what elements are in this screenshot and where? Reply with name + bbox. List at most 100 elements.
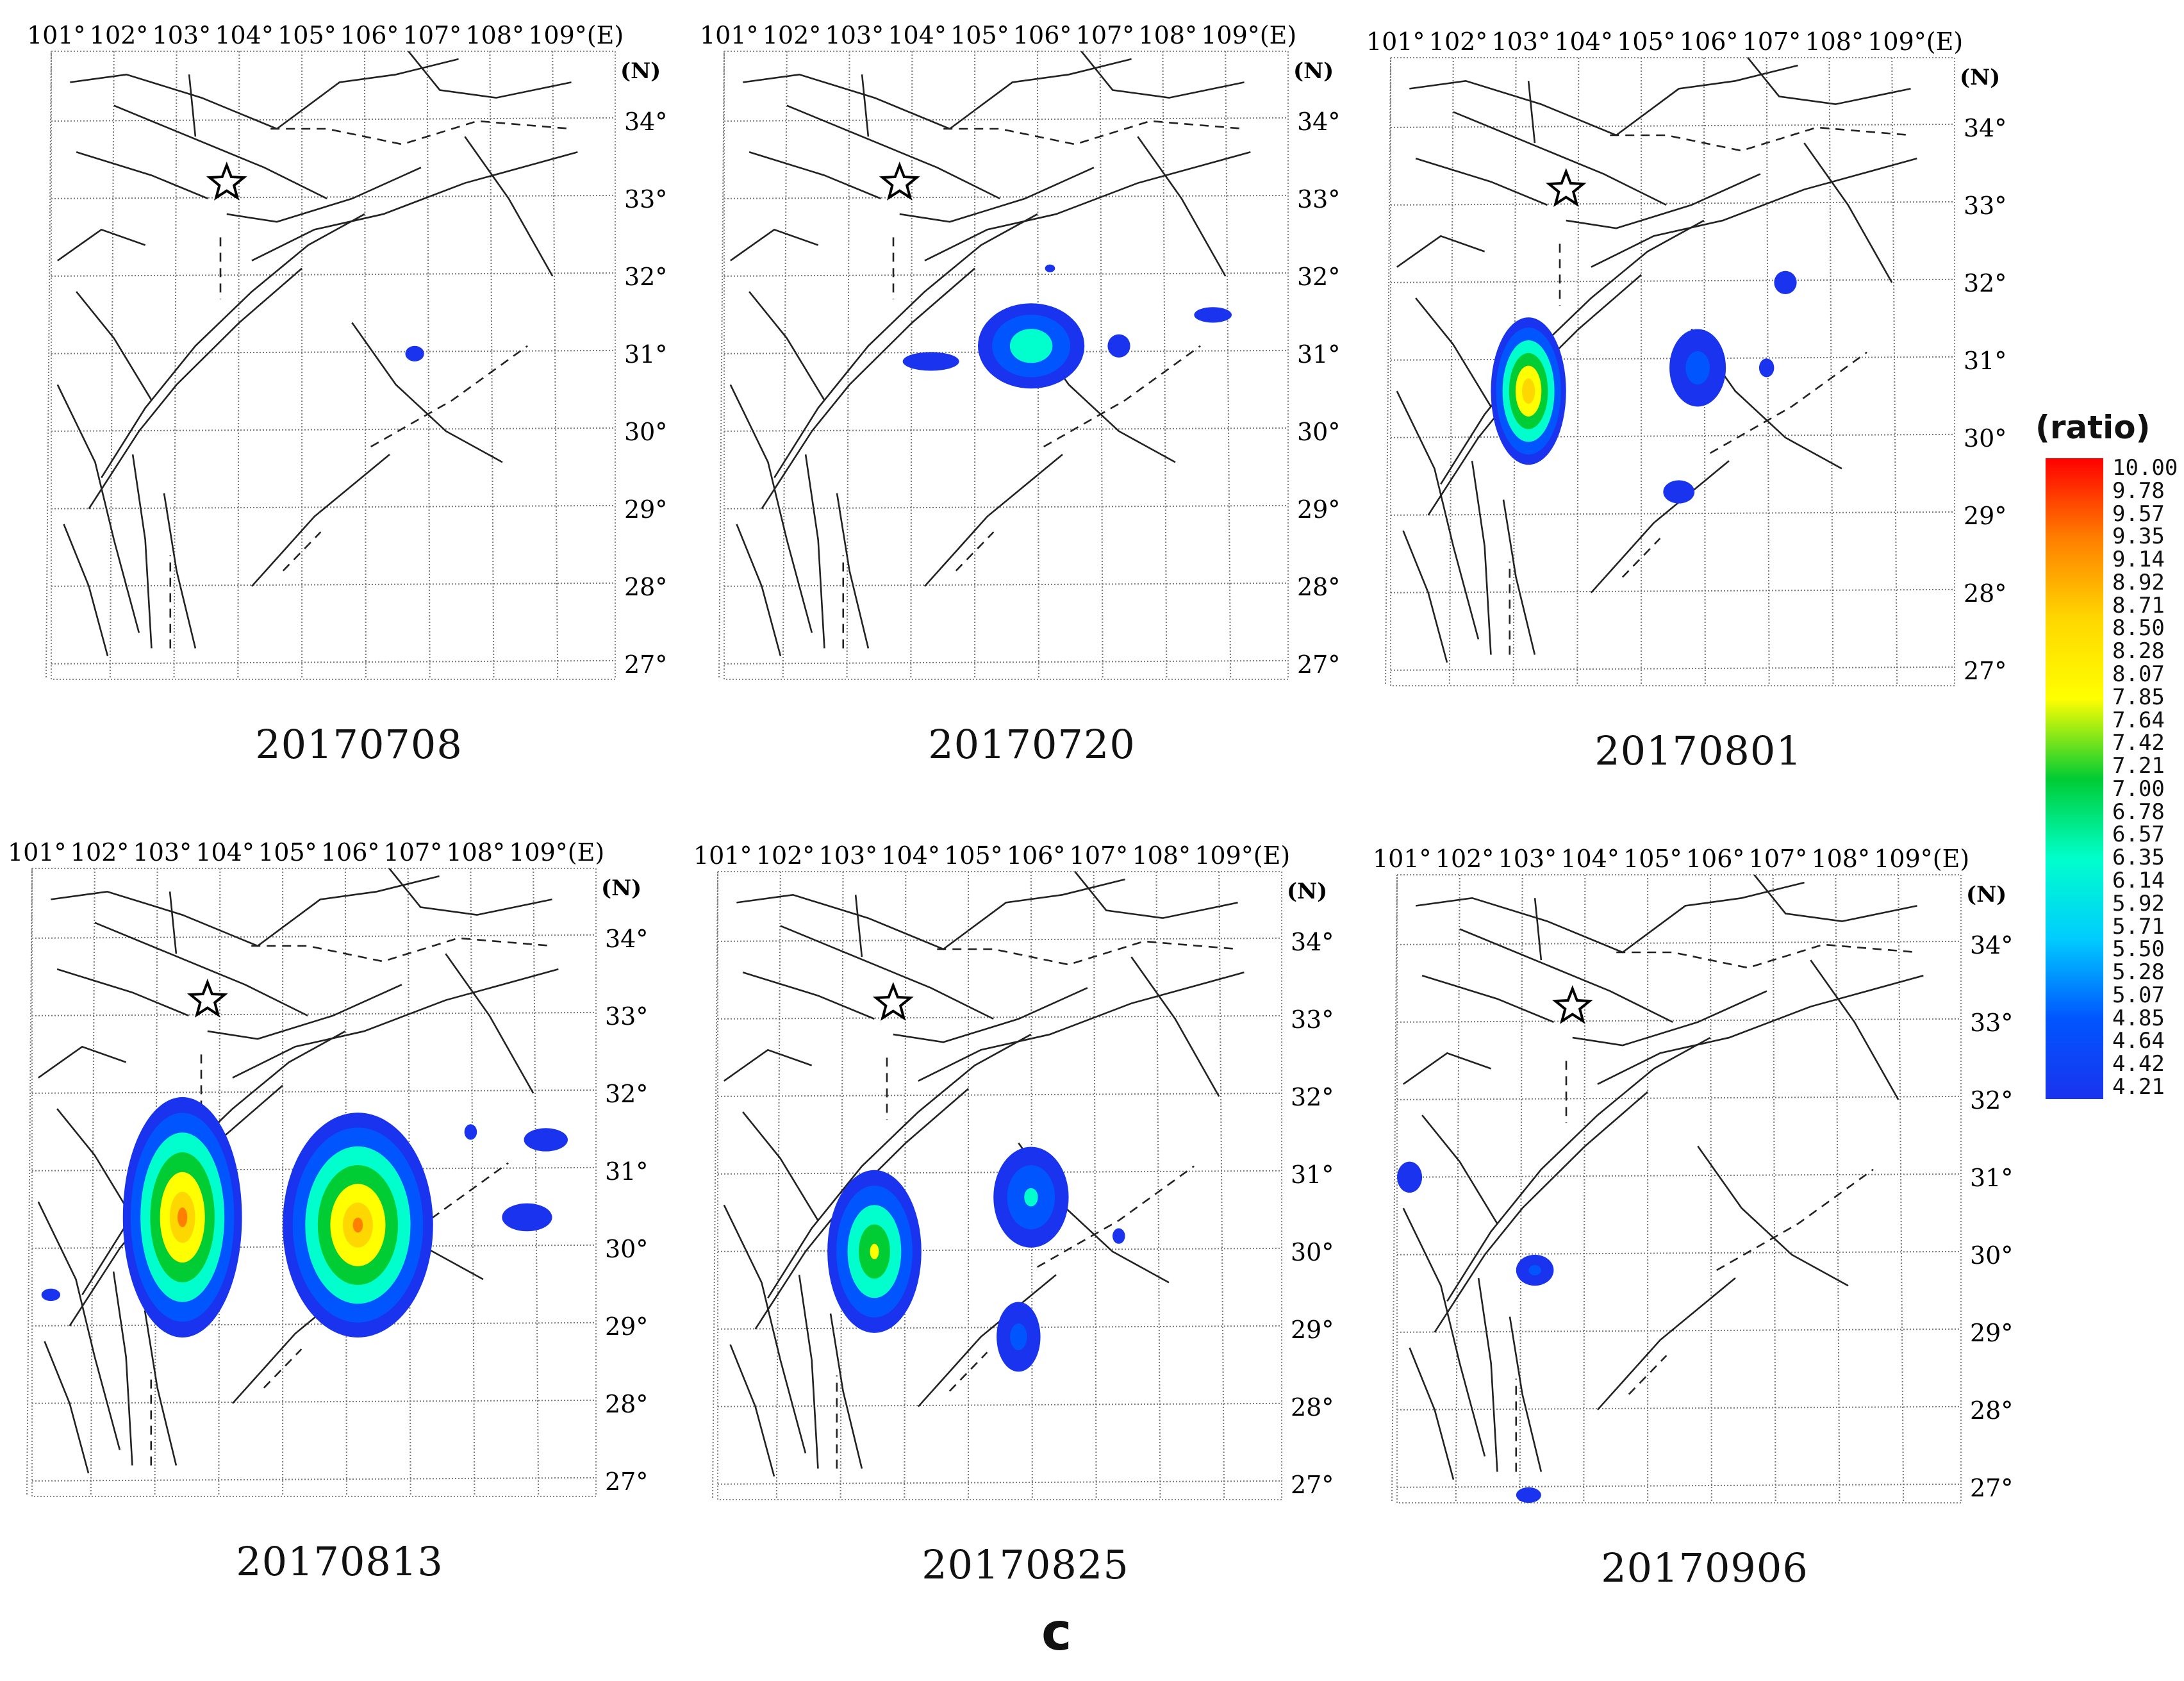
- lat-lon-grid: [46, 51, 616, 680]
- longitude-label: 106°: [1007, 841, 1066, 870]
- parallel-line: [724, 427, 1289, 432]
- meridian-line: [718, 51, 725, 680]
- parallel-line: [717, 937, 1282, 942]
- fault-line: [917, 1274, 1057, 1407]
- legend-tick-label: 6.57: [2112, 822, 2165, 848]
- fault-line: [798, 1274, 819, 1469]
- longitude-label: 103°: [1492, 28, 1551, 56]
- fault-line: [893, 987, 1088, 1043]
- map-frame: [724, 51, 1289, 680]
- fault-line: [51, 875, 440, 947]
- legend-tick-label: 8.07: [2112, 661, 2165, 687]
- meridian-line: [1455, 874, 1460, 1503]
- legend-tick-label: 8.50: [2112, 615, 2165, 642]
- meridian-line: [1772, 874, 1776, 1503]
- longitude-label: 104°: [1560, 845, 1619, 873]
- panel-date: 20170906: [1601, 1544, 1808, 1591]
- parallel-line: [724, 194, 1289, 199]
- meridian-line: [1898, 874, 1905, 1503]
- fault-line: [1402, 1207, 1486, 1457]
- longitude-label: 101°: [8, 838, 67, 866]
- anomaly-contour: [1528, 1264, 1541, 1276]
- fault-line: [1080, 51, 1245, 99]
- latitude-label: 31°: [624, 340, 667, 368]
- meridian-line: [1218, 871, 1225, 1500]
- panel-date: 20170720: [928, 721, 1136, 768]
- latitude-label: 34°: [624, 108, 667, 136]
- longitude-label: 106°: [1686, 845, 1745, 873]
- longitude-label: 109°(E): [1201, 21, 1296, 49]
- meridian-line: [1519, 874, 1523, 1503]
- star-icon: [186, 979, 228, 1018]
- fault-line: [56, 968, 189, 1017]
- fault-line: [207, 984, 402, 1040]
- anomaly-contour: [902, 352, 959, 371]
- fault-line: [188, 74, 197, 137]
- fault-line: [1572, 990, 1767, 1047]
- fault-line-dashed: [1716, 1168, 1874, 1271]
- parallel-line: [1390, 201, 1955, 206]
- longitude-label: 108°: [1805, 28, 1864, 56]
- latitude-label: 30°: [1964, 424, 2006, 452]
- longitude-label: 104°: [881, 841, 940, 870]
- latitude-label: 32°: [1291, 1083, 1334, 1111]
- longitude-label: 102°: [70, 838, 129, 866]
- map-canvas: 101° 102° 103° 104° 105° 106° 107° 108° 109°(E) 3…: [700, 21, 1340, 680]
- parallel-line: [724, 272, 1289, 277]
- fault-line: [743, 58, 1132, 130]
- parallel-line: [51, 194, 616, 199]
- fault-line: [729, 384, 813, 633]
- longitude-label: 101°: [693, 841, 752, 870]
- fault-line: [1440, 219, 1705, 485]
- legend-tick-label: 7.85: [2112, 684, 2165, 710]
- parallel-line: [724, 582, 1289, 587]
- parallel-line: [1396, 940, 1962, 945]
- latitude-label: 31°: [1970, 1164, 2013, 1192]
- fault-line: [854, 895, 863, 957]
- meridian-line: [426, 51, 431, 680]
- fault-line: [1810, 959, 1899, 1100]
- meridian-line: [846, 51, 850, 680]
- legend-tick-label: 8.28: [2112, 638, 2165, 665]
- fault-line: [730, 228, 819, 261]
- meridian-line: [1835, 874, 1841, 1503]
- longitude-label: 108°: [465, 21, 524, 49]
- latitude-label: 32°: [1970, 1086, 2013, 1114]
- meridian-line: [533, 868, 540, 1497]
- latitude-label: 32°: [605, 1080, 648, 1108]
- star-icon: [1545, 168, 1587, 207]
- fault-line: [144, 1310, 178, 1466]
- fault-line: [56, 384, 140, 633]
- parallel-line: [717, 1092, 1282, 1097]
- fault-line: [742, 1111, 819, 1221]
- longitude-label: 103°: [153, 21, 211, 49]
- fault-line: [1697, 1145, 1849, 1287]
- fault-line: [388, 868, 552, 916]
- parallel-line: [31, 934, 597, 939]
- legend-tick-label: 8.71: [2112, 592, 2165, 618]
- meridian-line: [712, 871, 718, 1500]
- fault-line: [56, 1108, 133, 1218]
- fault-line: [351, 322, 503, 463]
- parallel-line: [1396, 1483, 1962, 1488]
- fault-line: [76, 291, 153, 401]
- longitude-label: 108°: [1138, 21, 1197, 49]
- anomaly-contour: [1516, 1487, 1541, 1503]
- legend-tick-label: 6.14: [2112, 868, 2165, 893]
- latitude-label: 33°: [605, 1002, 648, 1031]
- fault-line: [899, 167, 1095, 223]
- north-label: (N): [1966, 882, 2006, 907]
- parallel-line: [1390, 433, 1955, 438]
- parallel-line: [1396, 1018, 1962, 1023]
- fault-line: [163, 493, 197, 649]
- anomaly-layer: [1397, 1161, 1554, 1503]
- longitude-label: 101°: [1373, 845, 1432, 873]
- legend-tick-label: 5.71: [2112, 913, 2165, 940]
- longitude-label: 105°: [258, 838, 317, 866]
- map-panel-20170813: 101° 102° 103° 104° 105° 106° 107° 108° 109°(E) 3…: [8, 830, 660, 1585]
- fault-line: [1591, 158, 1917, 268]
- panel-date: 20170813: [236, 1538, 443, 1585]
- fault-line: [1415, 297, 1492, 408]
- fault-line: [780, 925, 994, 1020]
- anomaly-contour: [1024, 1188, 1038, 1207]
